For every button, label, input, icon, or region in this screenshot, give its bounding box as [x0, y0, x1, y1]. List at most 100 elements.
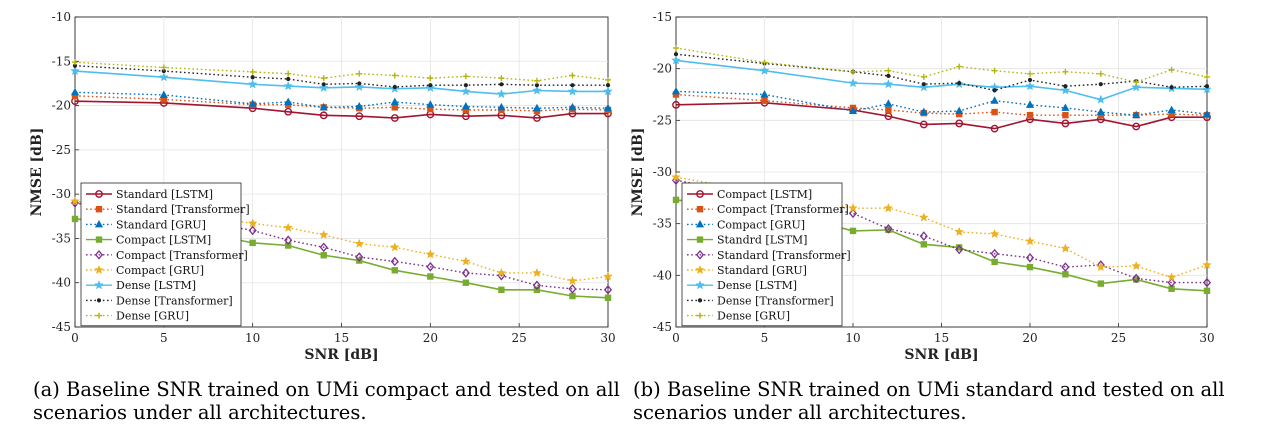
- x-tick-label: 0: [71, 331, 79, 345]
- legend-marker: [94, 264, 104, 275]
- data-point: [461, 102, 470, 110]
- legend-entry: Standard [LSTM]: [86, 188, 213, 201]
- legend-marker: [697, 312, 703, 319]
- legend-label: Dense [LSTM]: [717, 279, 797, 292]
- data-point: [1204, 73, 1210, 80]
- data-point: [496, 88, 507, 99]
- data-point: [354, 81, 365, 92]
- x-tick-label: 30: [1199, 331, 1214, 345]
- data-point: [1204, 84, 1210, 89]
- data-point: [990, 96, 999, 104]
- legend-marker: [695, 280, 705, 290]
- data-point: [671, 172, 681, 182]
- legend-label: Dense [Transformer]: [116, 294, 233, 307]
- data-point: [848, 78, 858, 88]
- data-point: [761, 97, 768, 104]
- data-point: [885, 106, 892, 114]
- data-point: [461, 86, 471, 96]
- data-point: [426, 261, 435, 272]
- legend-marker: [95, 190, 103, 198]
- data-point: [1027, 70, 1033, 77]
- legend-entry: Dense [GRU]: [86, 310, 189, 323]
- data-point: [1166, 272, 1177, 282]
- data-point: [567, 275, 578, 286]
- legend-entry: Compact [GRU]: [86, 264, 204, 277]
- data-point: [1131, 260, 1142, 271]
- data-point: [1060, 243, 1071, 253]
- data-point: [850, 68, 856, 75]
- y-tick-label: -15: [653, 10, 672, 24]
- data-point: [158, 72, 169, 82]
- data-point: [321, 82, 326, 87]
- data-point: [357, 81, 362, 86]
- data-point: [319, 242, 328, 253]
- x-tick-label: 15: [334, 331, 349, 345]
- legend-entry: Compact [LSTM]: [687, 188, 812, 201]
- legend-entry: Dense [LSTM]: [86, 279, 196, 292]
- data-point: [1061, 103, 1070, 111]
- legend: Standard [LSTM] Standard [Transformer] Sta…: [80, 182, 250, 327]
- y-tick-label: -45: [653, 320, 672, 334]
- x-tick-label: 10: [845, 331, 860, 345]
- data-point: [991, 108, 998, 116]
- legend-marker: [96, 298, 102, 303]
- data-point: [427, 273, 434, 280]
- data-point: [848, 208, 858, 219]
- caption-b: (b) Baseline SNR trained on UMi standard…: [633, 378, 1225, 424]
- legend-entry: Dense [LSTM]: [687, 279, 797, 292]
- data-point: [1132, 273, 1141, 284]
- legend-label: Compact [LSTM]: [116, 234, 211, 247]
- data-point: [425, 82, 436, 92]
- data-point: [570, 83, 575, 88]
- x-tick-label: 0: [672, 331, 680, 345]
- data-point: [673, 45, 679, 51]
- data-point: [955, 106, 964, 115]
- data-point: [569, 72, 576, 79]
- legend-entry: Dense [Transformer]: [687, 294, 834, 307]
- data-point: [320, 75, 327, 82]
- y-tick-label: -40: [52, 276, 71, 290]
- legend-marker: [696, 205, 704, 213]
- data-point: [1027, 77, 1033, 83]
- chart-b: 0 5 10 15 20 25 30 -15 -20 -25 -30 -35 -40 -45 SNR [dB…: [630, 10, 1215, 363]
- data-point: [249, 68, 256, 75]
- data-point: [1061, 119, 1070, 128]
- data-point: [920, 241, 927, 248]
- data-point: [249, 239, 256, 247]
- data-point: [919, 107, 928, 116]
- data-point: [957, 81, 962, 86]
- series-group: [673, 45, 1210, 86]
- data-point: [1168, 66, 1175, 73]
- legend-label: Standard [Transformer]: [717, 249, 851, 262]
- data-point: [1167, 277, 1176, 288]
- legend-label: Compact [LSTM]: [717, 188, 812, 201]
- data-point: [425, 249, 436, 259]
- data-point: [1026, 263, 1034, 271]
- data-point: [920, 73, 927, 80]
- data-point: [320, 252, 327, 259]
- data-point: [886, 73, 891, 78]
- data-point: [956, 63, 963, 70]
- data-point: [848, 203, 858, 213]
- legend-marker: [96, 312, 102, 319]
- data-point: [1131, 82, 1142, 92]
- x-axis-label: SNR [dB]: [304, 347, 378, 363]
- data-point: [428, 83, 433, 88]
- data-point: [605, 76, 611, 83]
- series-group: [72, 59, 611, 84]
- legend-label: Standrd [LSTM]: [717, 234, 807, 247]
- data-point: [462, 279, 470, 286]
- data-point: [1132, 122, 1141, 131]
- data-point: [1060, 85, 1071, 95]
- data-point: [534, 83, 540, 88]
- data-point: [284, 107, 293, 116]
- data-point: [759, 65, 770, 75]
- data-point: [1169, 85, 1174, 90]
- data-point: [1063, 84, 1068, 89]
- y-tick-label: -30: [52, 187, 71, 201]
- legend-label: Standard [GRU]: [116, 218, 206, 231]
- data-point: [532, 267, 542, 278]
- data-point: [921, 82, 926, 87]
- series-group: [672, 196, 1211, 295]
- data-point: [603, 86, 613, 96]
